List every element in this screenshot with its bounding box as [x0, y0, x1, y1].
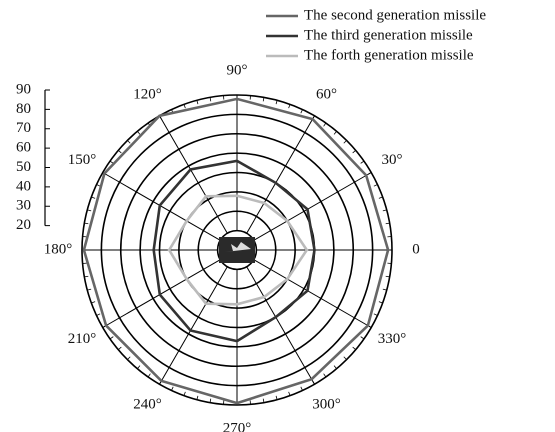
angle-label: 240°	[133, 396, 162, 412]
chart: 0 30° 60° 90° 120° 150° 180° 210° 240° 270° 300° 33…	[0, 0, 555, 432]
angle-label: 330°	[378, 331, 407, 347]
r-tick-label: 70	[16, 120, 31, 136]
angle-label: 90°	[227, 62, 248, 78]
legend-label: The third generation missile	[304, 27, 473, 43]
r-tick-label: 50	[16, 159, 31, 175]
angle-label: 210°	[68, 331, 97, 347]
legend-label: The second generation missile	[304, 7, 486, 23]
r-tick-label: 80	[16, 101, 31, 117]
r-tick-label: 20	[16, 217, 31, 233]
r-tick-label: 60	[16, 140, 31, 156]
r-tick-label: 40	[16, 178, 31, 194]
angle-label: 0	[412, 241, 420, 257]
angle-label: 30°	[382, 152, 403, 168]
angle-label: 180°	[44, 241, 73, 257]
background	[0, 0, 555, 432]
angle-label: 300°	[312, 396, 341, 412]
angle-label: 120°	[133, 86, 162, 102]
r-tick-label: 30	[16, 198, 31, 214]
angle-label: 150°	[68, 152, 97, 168]
legend-label: The forth generation missile	[304, 47, 474, 63]
r-tick-label: 90	[16, 81, 31, 97]
angle-label: 60°	[316, 86, 337, 102]
angle-label: 270°	[223, 420, 252, 432]
